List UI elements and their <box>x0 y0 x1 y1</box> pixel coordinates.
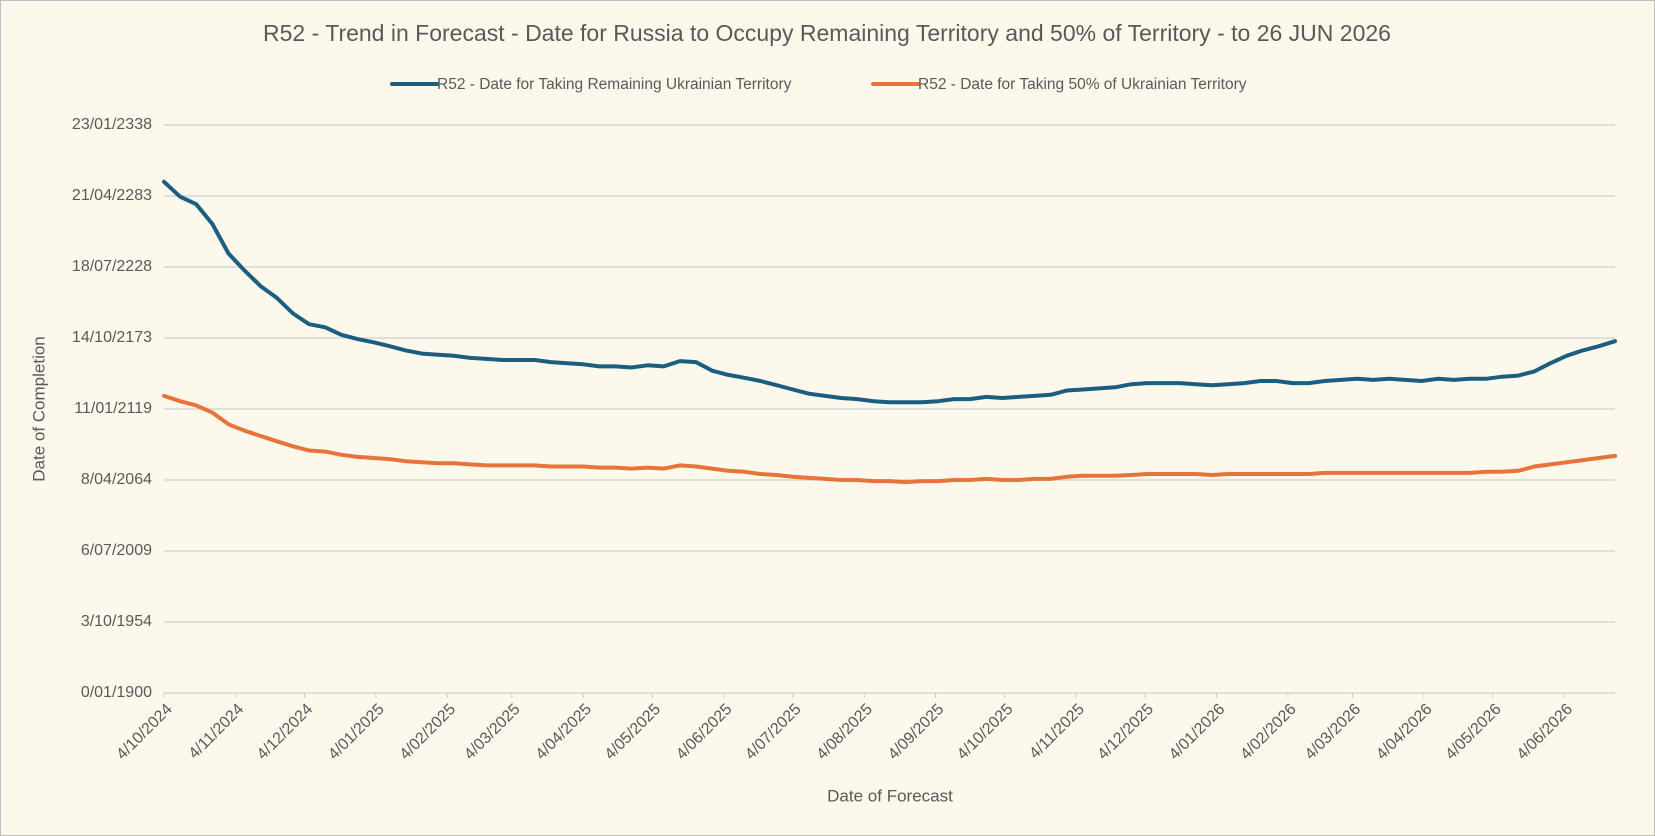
y-tick-label: 11/01/2119 <box>74 400 152 417</box>
y-tick-label: 21/04/2283 <box>72 187 152 204</box>
x-axis-title: Date of Forecast <box>827 786 953 805</box>
series-line <box>162 393 1617 485</box>
y-tick-label: 18/07/2228 <box>72 258 152 275</box>
legend-label: R52 - Date for Taking Remaining Ukrainia… <box>437 76 792 93</box>
y-tick-label: 14/10/2173 <box>72 329 152 346</box>
y-tick-label: 23/01/2338 <box>72 116 152 133</box>
y-tick-label: 6/07/2009 <box>81 542 152 559</box>
y-axis-title: Date of Completion <box>29 336 48 482</box>
y-tick-label: 0/01/1900 <box>81 684 152 701</box>
chart-title: R52 - Trend in Forecast - Date for Russi… <box>263 20 1391 46</box>
y-tick-label: 8/04/2064 <box>81 471 152 488</box>
legend-label: R52 - Date for Taking 50% of Ukrainian T… <box>918 76 1247 93</box>
y-tick-label: 3/10/1954 <box>81 613 152 630</box>
series-line <box>162 179 1617 405</box>
